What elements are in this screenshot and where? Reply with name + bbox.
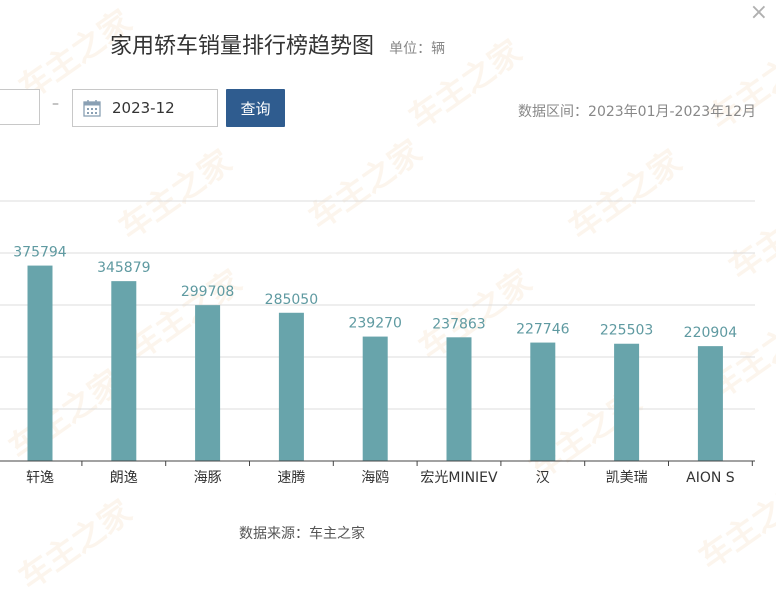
- bar-chart: 375794 345879 299708 285050 239270 237863 2277…: [0, 200, 755, 486]
- data-label: 227746: [516, 322, 570, 338]
- data-label: 220904: [684, 325, 738, 341]
- data-label: 299708: [181, 284, 234, 300]
- calendar-icon: [83, 100, 101, 117]
- bar: [697, 346, 723, 461]
- bar: [27, 265, 53, 461]
- data-label: 375794: [13, 245, 67, 261]
- bar: [530, 342, 556, 461]
- data-label: 239270: [348, 316, 401, 332]
- x-tick-label: 朗逸: [110, 470, 138, 486]
- x-tick-label: 汉: [536, 470, 550, 486]
- page-title: 家用轿车销量排行榜趋势图: [110, 34, 375, 59]
- query-button[interactable]: 查询: [226, 89, 285, 127]
- unit-label: 单位：辆: [389, 41, 446, 57]
- bar: [195, 305, 221, 461]
- bar: [614, 343, 640, 461]
- end-date-input[interactable]: 2023-12: [72, 89, 218, 127]
- x-tick-label: 轩逸: [26, 470, 54, 486]
- x-tick-label: AION S: [686, 470, 735, 486]
- bar: [278, 312, 304, 461]
- x-tick-label: 海鸥: [361, 469, 389, 486]
- bar: [362, 336, 388, 461]
- data-label: 225503: [600, 323, 653, 339]
- title-row: 家用轿车销量排行榜趋势图 单位：辆: [110, 28, 445, 60]
- bar: [446, 337, 472, 461]
- close-button[interactable]: ×: [749, 0, 768, 25]
- data-label: 345879: [97, 260, 150, 276]
- x-tick-label: 速腾: [277, 469, 305, 486]
- start-date-input[interactable]: [0, 89, 40, 125]
- data-range-label: 数据区间：2023年01月-2023年12月: [518, 104, 756, 120]
- data-label: 237863: [432, 316, 485, 332]
- date-separator: –: [52, 96, 59, 112]
- data-source-label: 数据来源：车主之家: [239, 526, 365, 542]
- x-tick-label: 海豚: [194, 470, 222, 486]
- data-label: 285050: [265, 292, 318, 308]
- x-tick-label: 宏光MINIEV: [420, 470, 498, 486]
- x-tick-label: 凯美瑞: [606, 470, 648, 486]
- bar: [111, 281, 137, 461]
- end-date-value: 2023-12: [112, 99, 175, 117]
